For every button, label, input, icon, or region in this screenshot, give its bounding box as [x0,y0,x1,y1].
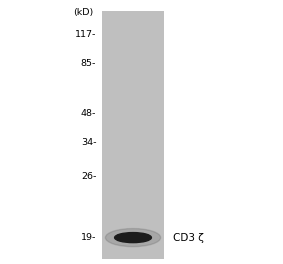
Ellipse shape [115,233,151,243]
Text: CD3 ζ: CD3 ζ [173,233,203,243]
Ellipse shape [105,229,161,247]
Text: 85-: 85- [81,59,96,68]
Text: 48-: 48- [81,109,96,118]
Text: 117-: 117- [75,30,96,39]
Text: 19-: 19- [81,233,96,242]
Text: (kD): (kD) [73,8,93,17]
Text: 26-: 26- [81,172,96,181]
Text: 34-: 34- [81,138,96,147]
